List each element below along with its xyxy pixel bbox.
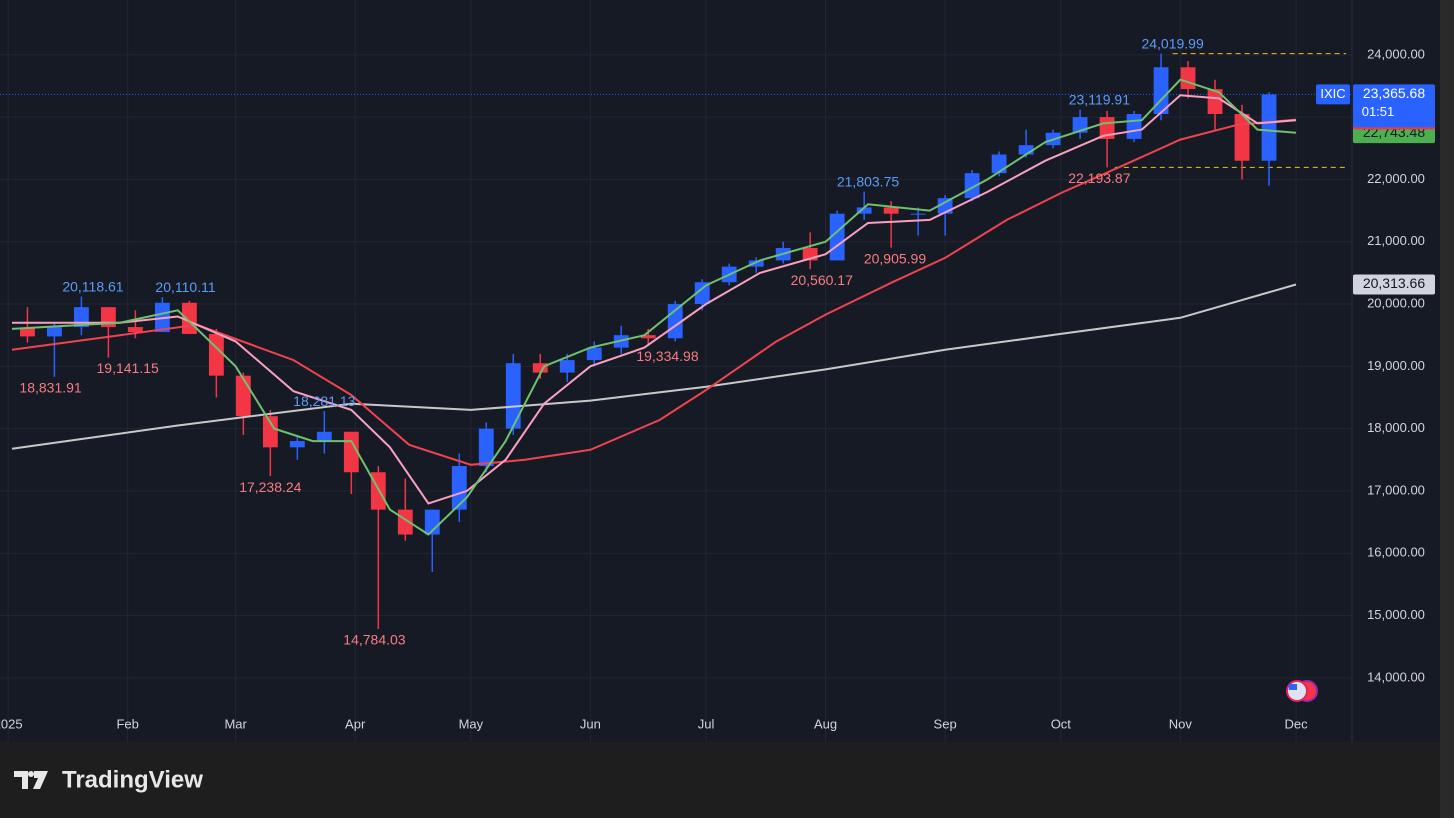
x-tick-label: Feb [116, 716, 138, 731]
plot-area: 14,000.00 15,000.00 16,000.00 17,000.00 18,0… [0, 0, 1425, 742]
candle-body [235, 375, 251, 417]
flag-icons [1286, 680, 1318, 702]
candle-body [478, 428, 494, 467]
price-annotation: 22,193.87 [1068, 170, 1130, 186]
price-annotation: 18,831.91 [19, 380, 81, 396]
candle-body [532, 363, 548, 373]
candle-body [1018, 145, 1034, 155]
candle-body [964, 173, 980, 199]
price-annotation: 24,019.99 [1141, 35, 1203, 51]
candle-body [748, 260, 764, 267]
candle-body [127, 327, 143, 333]
y-tick-label: 17,000.00 [1367, 482, 1425, 497]
price-annotation: 20,118.61 [62, 278, 123, 294]
y-tick-label: 21,000.00 [1367, 233, 1425, 248]
candle-body [262, 416, 278, 448]
y-tick-label: 20,000.00 [1367, 295, 1425, 310]
candle-body [1180, 67, 1196, 90]
candle-body [694, 282, 710, 305]
candle-body [910, 213, 926, 215]
x-tick-label: Jul [698, 716, 715, 731]
price-annotation: 21,803.75 [837, 173, 899, 189]
flag-canton [1289, 684, 1297, 690]
price-annotation: 17,238.24 [239, 479, 301, 495]
price-tag [1353, 84, 1435, 128]
moving-average-line [11, 78, 1297, 536]
price-annotation: 19,334.98 [636, 348, 698, 364]
price-annotation: 18,281.13 [293, 393, 355, 409]
candle-body [289, 441, 305, 448]
price-tag-label: 23,365.68 [1363, 85, 1425, 101]
moving-average-line [11, 118, 1297, 466]
candle-body [20, 327, 35, 337]
candle-body [1261, 94, 1277, 161]
footer-background [0, 742, 1440, 818]
brand-icon-dot [28, 771, 34, 777]
price-annotation: 14,784.03 [343, 632, 405, 648]
candle-body [316, 431, 332, 442]
x-tick-label: Jun [580, 716, 601, 731]
candle-body [505, 363, 521, 429]
price-annotation: 20,905.99 [864, 250, 926, 266]
candle-body [451, 466, 467, 510]
moving-average-line [12, 94, 1297, 505]
brand-icon [14, 771, 48, 789]
x-tick-label: Nov [1169, 716, 1193, 731]
moving-average-line [11, 283, 1297, 450]
candle-body [640, 335, 656, 339]
price-annotation: 20,560.17 [791, 272, 853, 288]
candle-body [1126, 114, 1142, 139]
candle-body [856, 207, 872, 214]
candle-body [1207, 89, 1223, 115]
price-tag-label: 20,313.66 [1363, 275, 1425, 291]
price-annotation: 20,110.11 [155, 279, 215, 295]
candle-body [1234, 114, 1250, 161]
price-tag [1353, 274, 1435, 295]
price-annotation: 23,119.91 [1069, 91, 1130, 107]
brand-name: TradingView [62, 766, 203, 793]
y-tick-label: 14,000.00 [1367, 669, 1425, 684]
candle-body [883, 207, 899, 214]
y-tick-label: 16,000.00 [1367, 545, 1425, 560]
x-tick-label: Oct [1051, 716, 1072, 731]
chart-background [0, 0, 1440, 742]
x-tick-label: 2025 [0, 716, 23, 731]
price-tag-countdown: 01:51 [1362, 104, 1395, 119]
x-tick-label: Mar [224, 716, 247, 731]
x-tick-label: Dec [1284, 716, 1308, 731]
candle-body [208, 333, 224, 376]
y-tick-label: 24,000.00 [1367, 46, 1425, 61]
price-annotation: 19,141.15 [97, 360, 159, 376]
symbol-label: IXIC [1320, 86, 1345, 101]
brand-logo: TradingView [14, 766, 203, 793]
y-tick-label: 19,000.00 [1367, 358, 1425, 373]
x-tick-label: Aug [814, 716, 837, 731]
candle-body [586, 347, 602, 361]
candle-body [1153, 67, 1169, 115]
x-tick-label: Sep [934, 716, 957, 731]
candle-body [46, 327, 62, 337]
x-tick-label: May [459, 716, 484, 731]
symbol-tag [1316, 84, 1350, 105]
candle-body [397, 509, 413, 535]
y-tick-label: 22,000.00 [1367, 171, 1425, 186]
y-tick-label: 15,000.00 [1367, 607, 1425, 622]
candle-body [559, 360, 575, 373]
y-tick-label: 18,000.00 [1367, 420, 1425, 435]
x-tick-label: Apr [345, 716, 366, 731]
candle-body [991, 154, 1007, 174]
